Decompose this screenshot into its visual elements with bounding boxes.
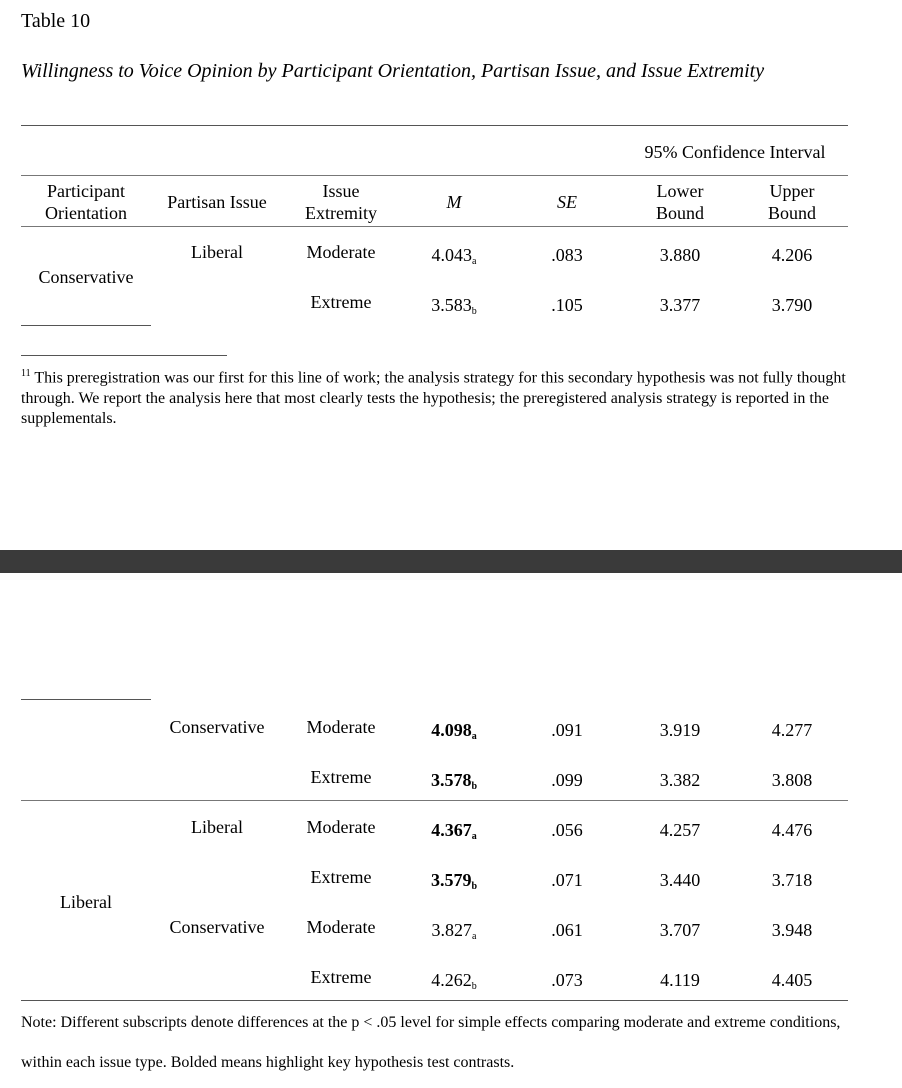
cell-se: .071	[551, 870, 583, 890]
cell-upper: 4.206	[771, 245, 813, 265]
cell-extremity: Moderate	[306, 242, 376, 262]
cell-lower: 3.880	[659, 245, 701, 265]
cell-se: .105	[551, 295, 583, 315]
continuation-rule	[21, 699, 151, 700]
header-rule-top	[21, 175, 848, 176]
header-extremity-2: Extremity	[305, 203, 377, 223]
cell-se: .083	[551, 245, 583, 265]
footnote-separator	[21, 355, 227, 356]
row-issue: Conservative	[169, 717, 265, 737]
header-rule-bottom	[21, 226, 848, 227]
table-top-rule	[21, 125, 848, 126]
page-gap	[0, 550, 902, 573]
page-break-rule	[21, 325, 151, 326]
header-m: M	[446, 192, 462, 212]
cell-se: .073	[551, 970, 583, 990]
cell-lower: 3.440	[659, 870, 701, 890]
cell-se: .056	[551, 820, 583, 840]
header-se: SE	[557, 192, 577, 212]
cell-m: 3.583b	[431, 295, 477, 317]
table-note: Note: Different subscripts denote differ…	[21, 1014, 841, 1071]
cell-upper: 4.277	[771, 720, 813, 740]
cell-m: 4.043a	[431, 245, 477, 267]
header-partisan-issue: Partisan Issue	[167, 192, 267, 212]
cell-extremity: Extreme	[310, 292, 372, 312]
row-issue: Liberal	[191, 242, 243, 262]
cell-lower: 3.919	[659, 720, 701, 740]
cell-upper: 3.718	[771, 870, 813, 890]
cell-m: 3.827a	[431, 920, 477, 942]
cell-upper: 3.790	[771, 295, 813, 315]
cell-lower: 4.119	[660, 970, 700, 990]
cell-extremity: Extreme	[310, 967, 372, 987]
cell-extremity: Moderate	[306, 717, 376, 737]
header-upper-2: Bound	[767, 203, 817, 223]
cell-extremity: Moderate	[306, 917, 376, 937]
cell-se: .091	[551, 720, 583, 740]
cell-m: 4.098a	[431, 720, 477, 742]
header-lower-2: Bound	[655, 203, 705, 223]
header-orientation-1: Participant	[47, 181, 125, 201]
cell-m: 4.262b	[431, 970, 477, 992]
cell-lower: 4.257	[659, 820, 701, 840]
header-upper-1: Upper	[769, 181, 815, 201]
cell-m: 4.367a	[431, 820, 477, 842]
cell-m: 3.578b	[430, 770, 478, 792]
cell-extremity: Extreme	[310, 767, 372, 787]
header-orientation-2: Orientation	[45, 203, 127, 223]
row-issue: Liberal	[191, 817, 243, 837]
group-rule	[21, 800, 848, 801]
cell-upper: 3.948	[771, 920, 813, 940]
cell-lower: 3.377	[659, 295, 701, 315]
cell-lower: 3.382	[659, 770, 701, 790]
cell-m: 3.579b	[430, 870, 478, 892]
cell-lower: 3.707	[659, 920, 701, 940]
row-issue: Conservative	[169, 917, 265, 937]
cell-upper: 4.476	[771, 820, 813, 840]
header-lower-1: Lower	[656, 181, 704, 201]
cell-extremity: Extreme	[310, 867, 372, 887]
cell-upper: 3.808	[771, 770, 813, 790]
ci-header: 95% Confidence Interval	[644, 142, 826, 162]
row-orientation: Liberal	[60, 892, 112, 912]
footnote: 11 This preregistration was our first fo…	[21, 368, 846, 428]
cell-extremity: Moderate	[306, 817, 376, 837]
table-bottom-rule	[21, 1000, 848, 1001]
cell-upper: 4.405	[771, 970, 813, 990]
cell-se: .061	[551, 920, 583, 940]
row-orientation: Conservative	[38, 267, 134, 287]
table-title: Table 10	[21, 10, 91, 32]
table-subtitle: Willingness to Voice Opinion by Particip…	[21, 60, 765, 82]
header-extremity-1: Issue	[322, 181, 360, 201]
cell-se: .099	[551, 770, 583, 790]
